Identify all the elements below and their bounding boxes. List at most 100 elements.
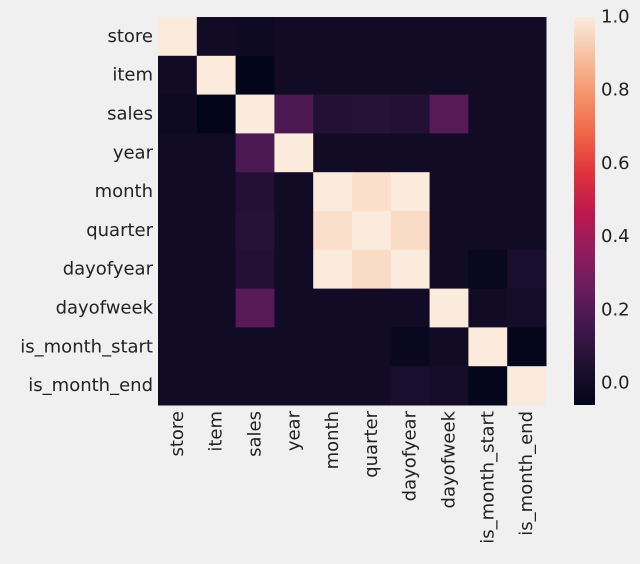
heatmap-cells: [158, 17, 547, 406]
heatmap-cell-dayofyear-dayofyear: [390, 249, 431, 290]
column-labels: store item sales year month quarter dayofyear d…: [167, 410, 537, 543]
heatmap-cell-store-is_month_start: [468, 17, 508, 57]
row-label: dayofweek: [56, 298, 154, 319]
heatmap-cell-sales-year: [274, 94, 314, 134]
heatmap-cell-year-is_month_start: [468, 133, 508, 173]
colorbar-tick-label: 0.4: [601, 226, 630, 247]
heatmap-cell-dayofyear-store: [158, 249, 198, 290]
heatmap-cell-sales-dayofweek: [429, 94, 469, 134]
heatmap-cell-is_month_start-is_month_start: [468, 327, 508, 367]
heatmap-cell-dayofyear-year: [274, 249, 314, 290]
heatmap-cell-item-quarter: [352, 55, 392, 96]
heatmap-cell-item-year: [274, 55, 314, 96]
heatmap-cell-month-item: [196, 172, 237, 212]
heatmap-cell-store-quarter: [352, 17, 392, 57]
heatmap-cell-dayofyear-month: [313, 249, 353, 290]
colorbar-ticks: 0.0 0.2 0.4 0.6 0.8 1.0: [601, 7, 630, 394]
heatmap-cell-dayofweek-quarter: [352, 288, 392, 328]
row-label: is_month_end: [28, 375, 153, 396]
heatmap-cell-item-is_month_start: [468, 55, 508, 96]
heatmap-cell-sales-month: [313, 94, 353, 134]
heatmap-cell-dayofyear-is_month_end: [507, 249, 547, 290]
row-labels: store item sales year month quarter dayofyear d…: [20, 26, 153, 396]
heatmap-cell-sales-quarter: [352, 94, 392, 134]
heatmap-cell-year-dayofyear: [390, 133, 431, 173]
heatmap-cell-is_month_start-dayofweek: [429, 327, 469, 367]
heatmap-cell-is_month_start-is_month_end: [507, 327, 547, 367]
heatmap-cell-month-is_month_start: [468, 172, 508, 212]
heatmap-cell-quarter-month: [313, 211, 353, 251]
heatmap-cell-store-is_month_end: [507, 17, 547, 57]
heatmap-cell-dayofweek-is_month_end: [507, 288, 547, 328]
heatmap-cell-is_month_end-month: [313, 366, 353, 406]
column-label: is_month_start: [477, 411, 498, 544]
row-label: is_month_start: [20, 336, 153, 357]
heatmap-cell-is_month_end-is_month_end: [507, 366, 547, 406]
row-label: item: [112, 65, 153, 86]
row-label: quarter: [86, 220, 153, 241]
heatmap-cell-is_month_end-year: [274, 366, 314, 406]
heatmap-cell-quarter-store: [158, 211, 198, 251]
heatmap-cell-is_month_start-quarter: [352, 327, 392, 367]
heatmap-cell-item-dayofweek: [429, 55, 469, 96]
heatmap-cell-month-store: [158, 172, 198, 212]
heatmap-cell-is_month_end-quarter: [352, 366, 392, 406]
heatmap-cell-quarter-dayofweek: [429, 211, 469, 251]
heatmap-cell-item-item: [196, 55, 237, 96]
heatmap-cell-sales-is_month_end: [507, 94, 547, 134]
heatmap-cell-dayofyear-quarter: [352, 249, 392, 290]
column-label: dayofyear: [400, 410, 421, 501]
heatmap-cell-year-item: [196, 133, 237, 173]
heatmap-cell-quarter-is_month_start: [468, 211, 508, 251]
heatmap-cell-month-quarter: [352, 172, 392, 212]
heatmap-cell-is_month_start-month: [313, 327, 353, 367]
column-label: store: [167, 411, 188, 457]
heatmap-cell-quarter-item: [196, 211, 237, 251]
heatmap-cell-store-store: [158, 17, 198, 57]
heatmap-cell-year-store: [158, 133, 198, 173]
column-label: year: [283, 410, 304, 451]
row-label: year: [113, 142, 154, 163]
heatmap-cell-is_month_start-sales: [235, 327, 275, 367]
heatmap-cell-dayofyear-is_month_start: [468, 249, 508, 290]
heatmap-cell-dayofweek-dayofweek: [429, 288, 469, 328]
heatmap-cell-month-is_month_end: [507, 172, 547, 212]
heatmap-cell-dayofweek-dayofyear: [390, 288, 431, 328]
heatmap-cell-is_month_end-store: [158, 366, 198, 406]
heatmap-cell-item-dayofyear: [390, 55, 431, 96]
colorbar-tick-label: 1.0: [601, 7, 630, 28]
row-label: store: [107, 26, 153, 47]
heatmap-cell-dayofweek-sales: [235, 288, 275, 328]
heatmap-cell-item-sales: [235, 55, 275, 96]
heatmap-cell-is_month_start-dayofyear: [390, 327, 431, 367]
heatmap-cell-dayofyear-dayofweek: [429, 249, 469, 290]
heatmap-cell-dayofyear-item: [196, 249, 237, 290]
column-label: is_month_end: [516, 411, 537, 536]
row-label: dayofyear: [63, 259, 154, 280]
heatmap-cell-year-sales: [235, 133, 275, 173]
heatmap-cell-dayofweek-month: [313, 288, 353, 328]
heatmap-cell-store-month: [313, 17, 353, 57]
heatmap-cell-is_month_start-item: [196, 327, 237, 367]
row-label: month: [95, 181, 153, 202]
colorbar-tick-label: 0.6: [601, 153, 630, 174]
heatmap-cell-sales-sales: [235, 94, 275, 134]
heatmap-cell-store-sales: [235, 17, 275, 57]
heatmap-cell-quarter-year: [274, 211, 314, 251]
heatmap-cell-is_month_start-store: [158, 327, 198, 367]
column-label: item: [206, 411, 227, 452]
heatmap-cell-sales-is_month_start: [468, 94, 508, 134]
heatmap-cell-sales-item: [196, 94, 237, 134]
heatmap-cell-is_month_end-sales: [235, 366, 275, 406]
heatmap-cell-year-is_month_end: [507, 133, 547, 173]
heatmap-cell-store-item: [196, 17, 237, 57]
heatmap-cell-dayofyear-sales: [235, 249, 275, 290]
heatmap-cell-year-year: [274, 133, 314, 173]
row-label: sales: [107, 104, 153, 125]
colorbar-tick-label: 0.0: [601, 373, 630, 394]
heatmap-cell-month-month: [313, 172, 353, 212]
colorbar-tick-label: 0.8: [601, 80, 630, 101]
heatmap-cell-month-dayofyear: [390, 172, 431, 212]
column-label: sales: [245, 411, 266, 457]
